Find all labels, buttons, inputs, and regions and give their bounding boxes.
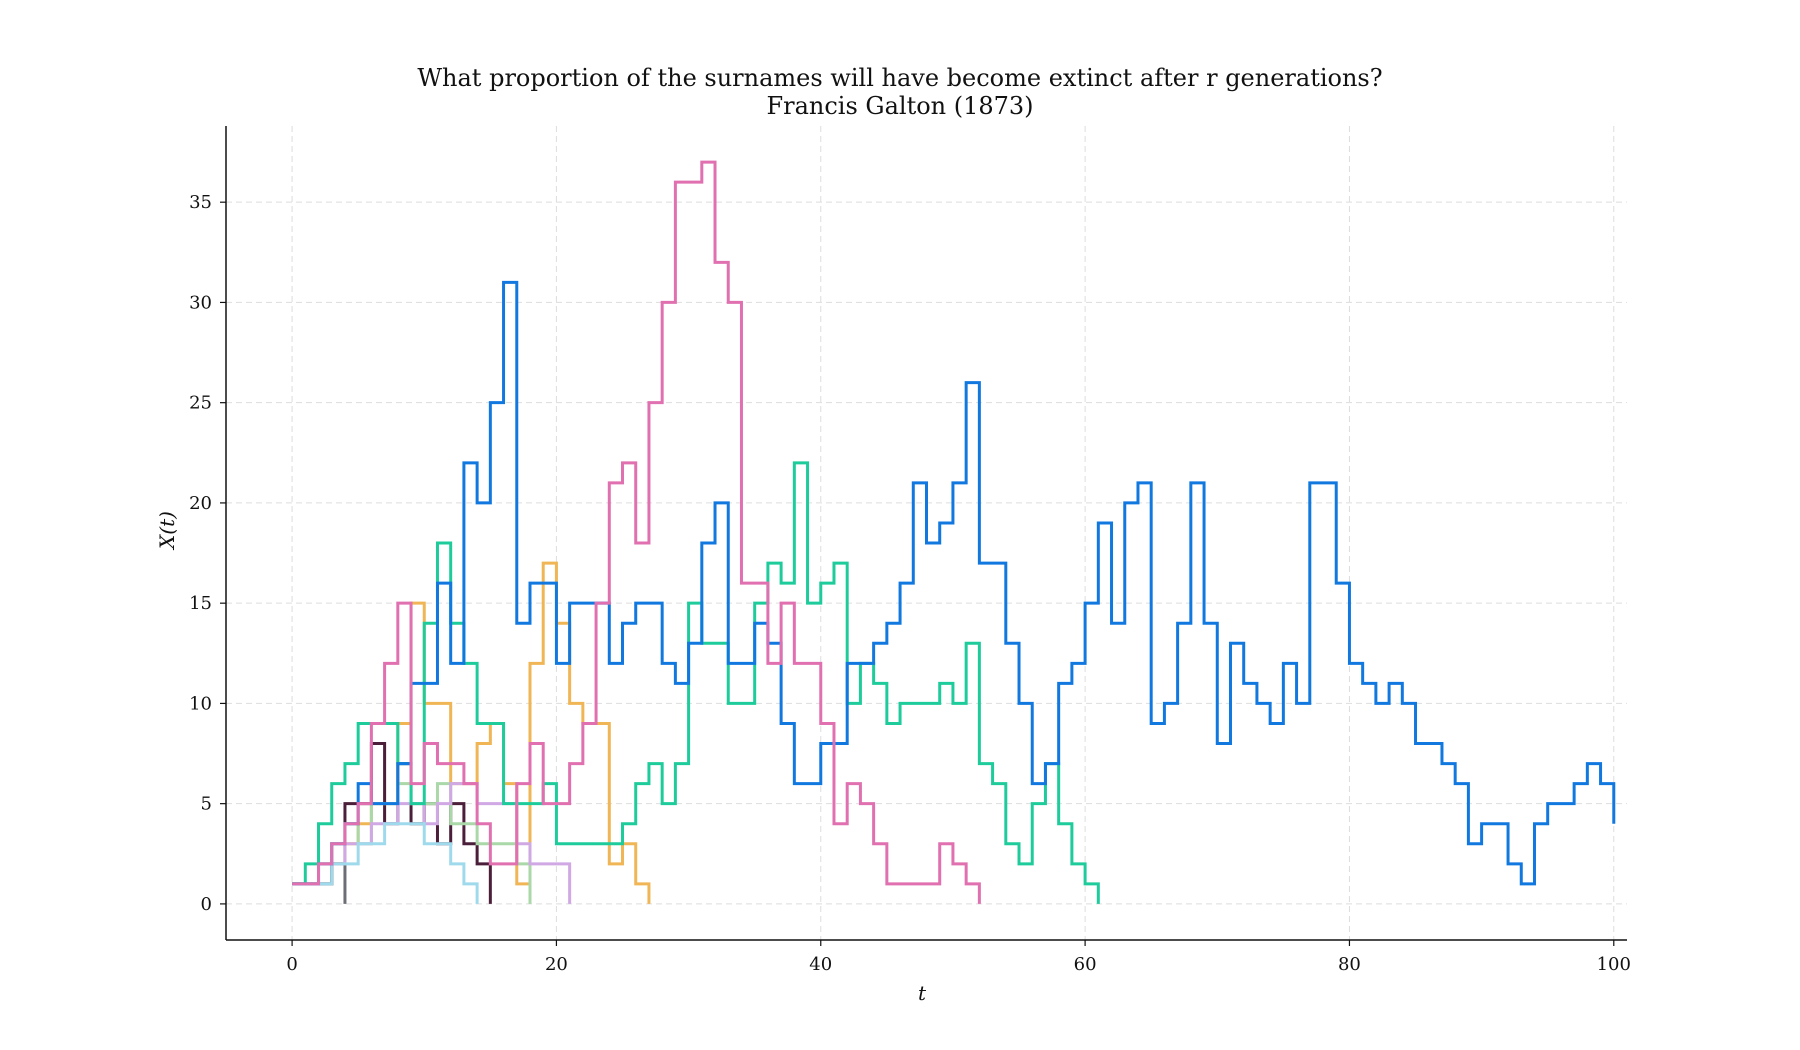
x-tick-label: 20 <box>545 954 568 975</box>
chart-title: What proportion of the surnames will hav… <box>417 64 1383 92</box>
x-tick-label: 100 <box>1597 954 1631 975</box>
x-tick-label: 80 <box>1338 954 1361 975</box>
axes <box>220 126 1627 946</box>
series-line-7 <box>292 461 1100 904</box>
x-tick-label: 60 <box>1074 954 1097 975</box>
x-axis-label: t <box>918 981 927 1005</box>
chart-subtitle: Francis Galton (1873) <box>766 92 1034 120</box>
y-tick-label: 25 <box>189 393 212 414</box>
x-tick-label: 0 <box>286 954 297 975</box>
y-tick-label: 0 <box>201 894 212 915</box>
y-tick-label: 35 <box>189 192 212 213</box>
y-axis-label: X(t) <box>155 511 179 551</box>
y-tick-label: 15 <box>189 593 212 614</box>
x-tick-label: 40 <box>809 954 832 975</box>
tick-labels: 0 20 40 60 80 100 0 5 10 15 20 25 30 35 <box>189 192 1631 975</box>
series-line-5 <box>292 782 572 904</box>
y-tick-label: 20 <box>189 493 212 514</box>
y-tick-label: 10 <box>189 693 212 714</box>
y-tick-label: 5 <box>201 794 212 815</box>
series-group <box>292 160 1616 904</box>
series-line-9 <box>292 160 981 904</box>
y-tick-label: 30 <box>189 292 212 313</box>
series-line-8 <box>292 280 1616 886</box>
series-line-6 <box>292 822 479 904</box>
